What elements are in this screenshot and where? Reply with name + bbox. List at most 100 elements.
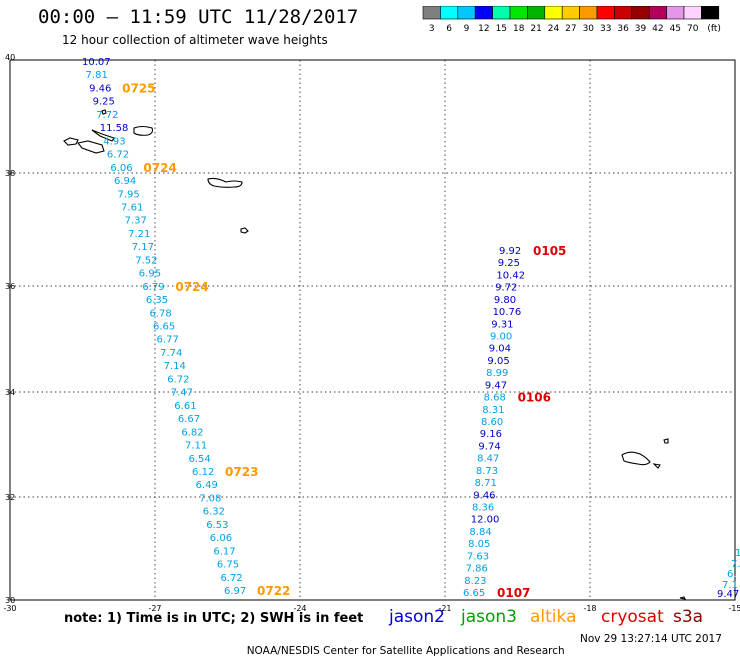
footer: NOAA/NESDIS Center for Satellite Applica… (240, 633, 722, 669)
wave-height-value: 9.04 (489, 344, 511, 355)
wave-height-value: 6.82 (181, 427, 203, 438)
island-outline (679, 596, 686, 600)
colorbar-label: 30 (583, 24, 595, 34)
wave-height-value: 6.72 (107, 150, 129, 161)
colorbar-label: 9 (464, 24, 470, 34)
colorbar-label: 24 (548, 24, 560, 34)
wave-height-value: 6.49 (196, 480, 218, 491)
colorbar-label: 6 (446, 24, 452, 34)
wave-height-value: 8.68 (484, 393, 506, 404)
wave-height-value: 9.00 (490, 332, 512, 343)
island-outline (63, 137, 79, 146)
wave-height-value: 7.95 (118, 189, 140, 200)
pass-time-label: 0106 (518, 391, 551, 405)
wave-height-value: 7.14 (164, 361, 186, 372)
island-outline (77, 140, 105, 154)
y-tick-label: 36 (5, 282, 15, 291)
wave-height-value: 9.46 (89, 83, 111, 94)
wave-height-value: 9.31 (491, 319, 513, 330)
wave-height-value: 6.65 (153, 322, 175, 333)
wave-height-value: 6.72 (220, 573, 242, 584)
footer-timestamp: Nov 29 13:27:14 UTC 2017 (580, 633, 722, 645)
island-outline (91, 129, 115, 142)
wave-height-value: 6.75 (217, 560, 239, 571)
colorbar-label: 39 (635, 24, 647, 34)
colorbar-label: (ft) (707, 24, 721, 34)
wave-height-value: 7.86 (466, 564, 488, 575)
colorbar-label: 21 (530, 24, 541, 34)
wave-height-value: 7.1 (722, 580, 738, 591)
wave-height-value: 7.37 (125, 216, 147, 227)
wave-height-value: 9.25 (498, 258, 520, 269)
wave-height-value: 9.80 (494, 295, 516, 306)
wave-height-value: 6.12 (192, 467, 214, 478)
wave-height-value: 8.84 (469, 527, 491, 538)
wave-height-value: 6.17 (213, 546, 235, 557)
wave-height-value: 7.11 (185, 441, 207, 452)
colorbar-label: 3 (429, 24, 435, 34)
pass-time-label: 0724 (143, 161, 176, 175)
x-tick-label: -27 (148, 604, 161, 613)
colorbar-label: 36 (617, 24, 629, 34)
wave-height-value: 7.47 (171, 388, 193, 399)
y-tick-label: 40 (5, 53, 15, 62)
wave-height-value: 6.35 (146, 295, 168, 306)
wave-height-value: 9.47 (485, 380, 507, 391)
wave-height-value: 6.06 (210, 533, 232, 544)
y-tick-label: 38 (5, 169, 15, 178)
wave-height-value: 8.60 (481, 417, 503, 428)
wave-height-value: 9.74 (478, 441, 500, 452)
y-tick-label: 30 (5, 596, 15, 605)
wave-height-value: 7. (731, 559, 740, 570)
wave-height-value: 8.05 (468, 539, 490, 550)
wave-height-value: 8.47 (477, 454, 499, 465)
colorbar-label: 42 (652, 24, 663, 34)
island-outline (621, 451, 651, 466)
wave-height-value: 9.46 (473, 490, 495, 501)
wave-height-value: 9.05 (487, 356, 509, 367)
legend-altika: altika (530, 607, 577, 627)
wave-height-value: 6.77 (157, 335, 179, 346)
wave-height-value: 6.72 (167, 374, 189, 385)
wave-height-value: 9.92 (499, 246, 521, 257)
x-tick-label: -30 (3, 604, 16, 613)
colorbar-label: 15 (496, 24, 507, 34)
wave-height-value: 9.16 (480, 429, 502, 440)
page-subtitle: 12 hour collection of altimeter wave hei… (62, 33, 328, 47)
wave-height-value: 6.78 (149, 308, 171, 319)
wave-height-value: 8.23 (464, 576, 486, 587)
wave-height-value: 8.73 (476, 466, 498, 477)
color-scale-bar: 3 6 9 12 15 18 21 24 27 30 33 36 39 42 45 70 (ft) (422, 6, 721, 34)
wave-height-value: 7.08 (199, 493, 221, 504)
island-outline (663, 438, 669, 444)
wave-height-value: 7.74 (160, 348, 182, 359)
wave-height-value: 10.76 (493, 307, 522, 318)
wave-height-value: 7.72 (96, 110, 118, 121)
wave-height-value: 6.67 (178, 414, 200, 425)
island-outline (101, 109, 107, 115)
wave-height-value: 6.97 (224, 586, 246, 597)
wave-height-value: 10.42 (496, 270, 525, 281)
colorbar-label: 45 (670, 24, 681, 34)
y-tick-label: 34 (5, 388, 15, 397)
wave-height-value: 12.00 (471, 515, 500, 526)
wave-height-value: 8.31 (482, 405, 504, 416)
wave-height-value: 6. (727, 569, 737, 580)
legend-cryosat: cryosat (601, 607, 664, 627)
wave-height-value: 8.36 (472, 503, 494, 514)
footer-credit: NOAA/NESDIS Center for Satellite Applica… (246, 645, 565, 657)
wave-height-value: 7.21 (128, 229, 150, 240)
legend-jason3: jason3 (461, 607, 517, 627)
wave-height-value: 7.61 (121, 202, 143, 213)
x-tick-label: -24 (293, 604, 306, 613)
pass-time-label: 0723 (225, 465, 258, 479)
wave-height-value: 10.07 (82, 57, 111, 68)
legend-row: note: 1) Time is in UTC; 2) SWH is in fe… (0, 607, 740, 629)
wave-height-value: 1 (735, 548, 740, 559)
wave-height-value: 4.93 (103, 136, 125, 147)
wave-height-value: 9.72 (495, 283, 517, 294)
wave-height-value: 6.61 (174, 401, 196, 412)
wave-height-value: 7.63 (467, 551, 489, 562)
island-outline (133, 125, 154, 136)
colorbar-swatch (701, 6, 720, 20)
